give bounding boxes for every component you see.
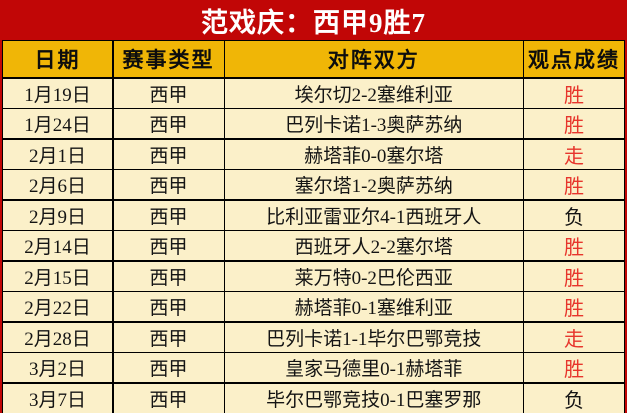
match-cell: 西班牙人2-2塞尔塔	[225, 231, 523, 260]
league-cell: 西甲	[113, 353, 224, 382]
result-cell: 负	[524, 200, 624, 230]
league-cell: 西甲	[113, 322, 224, 352]
result-cell: 胜	[524, 292, 624, 321]
match-cell: 赫塔菲0-1塞维利亚	[225, 292, 523, 321]
column-header-result: 观点成绩	[524, 41, 624, 77]
league-cell: 西甲	[113, 139, 224, 169]
date-cell: 1月19日	[3, 78, 112, 108]
match-cell: 塞尔塔1-2奥萨苏纳	[225, 170, 523, 199]
league-cell: 西甲	[113, 200, 224, 230]
result-cell: 胜	[524, 231, 624, 260]
date-cell: 2月1日	[3, 139, 112, 169]
match-cell: 比利亚雷亚尔4-1西班牙人	[225, 200, 523, 230]
match-cell: 巴列卡诺1-1毕尔巴鄂竞技	[225, 322, 523, 352]
result-cell: 胜	[524, 109, 624, 138]
match-cell: 巴列卡诺1-3奥萨苏纳	[225, 109, 523, 138]
column-header-league: 赛事类型	[113, 41, 224, 77]
date-cell: 2月28日	[3, 322, 112, 352]
result-cell: 胜	[524, 353, 624, 382]
page-title: 范戏庆：西甲9胜7	[201, 7, 426, 38]
league-cell: 西甲	[113, 292, 224, 321]
date-cell: 2月22日	[3, 292, 112, 321]
match-cell: 莱万特0-2巴伦西亚	[225, 261, 523, 291]
date-cell: 2月15日	[3, 261, 112, 291]
match-cell: 皇家马德里0-1赫塔菲	[225, 353, 523, 382]
date-cell: 2月14日	[3, 231, 112, 260]
date-cell: 3月2日	[3, 353, 112, 382]
league-cell: 西甲	[113, 109, 224, 138]
results-table: 日期 赛事类型 对阵双方 观点成绩 1月19日 西甲 埃尔切2-2塞维利亚 胜 …	[2, 40, 625, 413]
league-cell: 西甲	[113, 170, 224, 199]
result-cell: 胜	[524, 261, 624, 291]
result-cell: 胜	[524, 170, 624, 199]
date-cell: 2月9日	[3, 200, 112, 230]
date-cell: 2月6日	[3, 170, 112, 199]
match-cell: 埃尔切2-2塞维利亚	[225, 78, 523, 108]
league-cell: 西甲	[113, 78, 224, 108]
league-cell: 西甲	[113, 231, 224, 260]
match-cell: 赫塔菲0-0塞尔塔	[225, 139, 523, 169]
league-cell: 西甲	[113, 383, 224, 413]
column-header-date: 日期	[3, 41, 112, 77]
result-cell: 负	[524, 383, 624, 413]
match-cell: 毕尔巴鄂竞技0-1巴塞罗那	[225, 383, 523, 413]
result-cell: 走	[524, 139, 624, 169]
result-cell: 胜	[524, 78, 624, 108]
result-cell: 走	[524, 322, 624, 352]
date-cell: 1月24日	[3, 109, 112, 138]
column-header-match: 对阵双方	[225, 41, 523, 77]
league-cell: 西甲	[113, 261, 224, 291]
date-cell: 3月7日	[3, 383, 112, 413]
